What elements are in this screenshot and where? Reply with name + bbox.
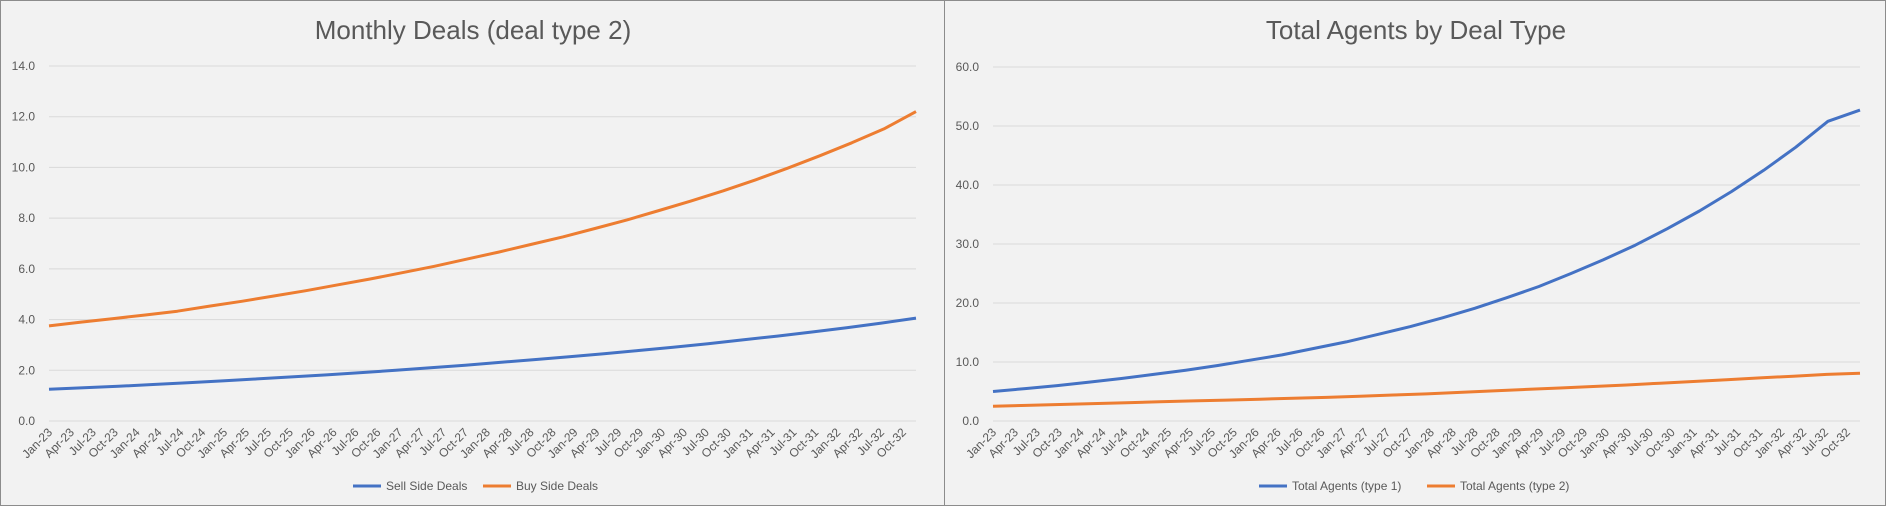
y-tick-label: 2.0 (18, 363, 35, 377)
y-tick-label: 60.0 (956, 60, 980, 74)
series-line-1 (48, 316, 917, 391)
legend-label: Total Agents (type 1) (1292, 479, 1401, 493)
series-line-2 (48, 110, 917, 328)
y-tick-label: 10.0 (956, 355, 980, 369)
y-tick-label: 0.0 (962, 414, 979, 428)
legend-label: Buy Side Deals (516, 479, 598, 493)
legend-label: Total Agents (type 2) (1460, 479, 1569, 493)
monthly-deals-chart: Monthly Deals (deal type 2) 0.0 2.0 4.0 6.0… (12, 15, 917, 493)
y-tick-label: 14.0 (12, 59, 36, 73)
chart-title: Monthly Deals (deal type 2) (315, 15, 631, 45)
chart-title: Total Agents by Deal Type (1266, 15, 1566, 45)
chart-panel-monthly-deals: Monthly Deals (deal type 2) 0.0 2.0 4.0 6.0… (0, 0, 945, 506)
series-line-1 (992, 108, 1861, 393)
y-tick-label: 12.0 (12, 110, 36, 124)
chart-panel-total-agents: Total Agents by Deal Type 0.0 10.0 20.0 30.… (944, 0, 1886, 506)
series-line-2 (992, 371, 1861, 408)
y-tick-label: 8.0 (18, 211, 35, 225)
y-tick-label: 4.0 (18, 313, 35, 327)
y-tick-label: 10.0 (12, 160, 36, 174)
y-tick-label: 0.0 (18, 414, 35, 428)
y-tick-label: 30.0 (956, 237, 980, 251)
legend-label: Sell Side Deals (386, 479, 467, 493)
total-agents-chart: Total Agents by Deal Type 0.0 10.0 20.0 30.… (956, 15, 1861, 493)
y-tick-label: 40.0 (956, 178, 980, 192)
y-tick-label: 20.0 (956, 296, 980, 310)
y-tick-label: 50.0 (956, 119, 980, 133)
y-tick-label: 6.0 (18, 262, 35, 276)
